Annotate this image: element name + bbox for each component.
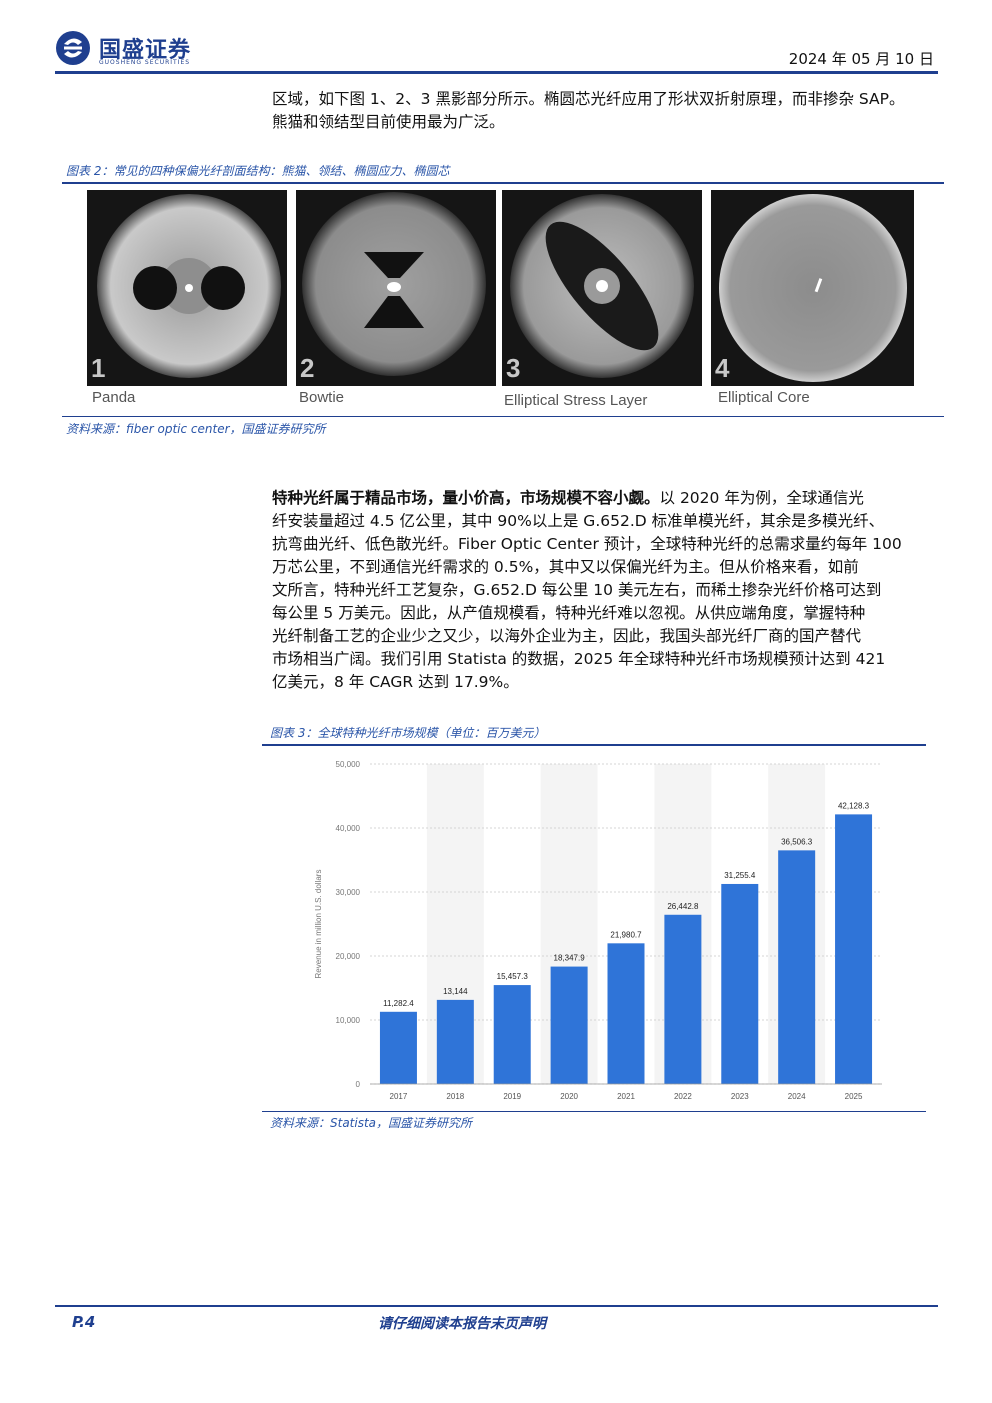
panel-number: 3 bbox=[506, 353, 521, 383]
bar bbox=[721, 883, 759, 1084]
bar bbox=[436, 999, 474, 1084]
y-tick-label: 10,000 bbox=[336, 1016, 361, 1025]
y-tick-label: 0 bbox=[356, 1080, 361, 1089]
elliptical-core-fiber-image: 4 bbox=[711, 190, 914, 386]
figure2-bottom-rule bbox=[62, 416, 944, 417]
body-line: 纤安装量超过 4.5 亿公里，其中 90%以上是 G.652.D 标准单模光纤，… bbox=[272, 512, 885, 530]
panel-label-bowtie: Bowtie bbox=[299, 389, 345, 406]
bar-value-label: 13,144 bbox=[443, 987, 468, 996]
x-tick-label: 2019 bbox=[503, 1092, 521, 1101]
guosheng-logo-icon bbox=[56, 31, 90, 65]
bowtie-fiber-image: 2 bbox=[296, 190, 496, 386]
body-paragraph: 特种光纤属于精品市场，量小价高，市场规模不容小觑。以 2020 年为例，全球通信… bbox=[272, 487, 937, 694]
x-tick-label: 2018 bbox=[446, 1092, 464, 1101]
figure3-bottom-rule bbox=[262, 1111, 926, 1112]
figure2-top-rule bbox=[62, 182, 944, 184]
panel-label-elliptical-stress: Elliptical Stress Layer bbox=[504, 392, 648, 409]
bar bbox=[664, 914, 702, 1084]
bar bbox=[778, 850, 816, 1084]
panel-number: 1 bbox=[91, 353, 106, 383]
body-line: 文所言，特种光纤工艺复杂，G.652.D 每公里 10 美元左右，而稀土掺杂光纤… bbox=[272, 581, 882, 599]
bar bbox=[379, 1011, 417, 1084]
panel-label-elliptical-core: Elliptical Core bbox=[718, 389, 810, 406]
x-tick-label: 2020 bbox=[560, 1092, 578, 1101]
body-bold-lead: 特种光纤属于精品市场，量小价高，市场规模不容小觑。 bbox=[272, 489, 660, 507]
body-line-1-rest: 以 2020 年为例，全球通信光 bbox=[659, 489, 864, 507]
y-axis-label: Revenue in million U.S. dollars bbox=[314, 870, 323, 979]
figure3-top-rule bbox=[262, 744, 926, 746]
footer-rule bbox=[55, 1305, 938, 1307]
figure2-source: 资料来源：fiber optic center，国盛证券研究所 bbox=[66, 422, 326, 436]
intro-line-2: 熊猫和领结型目前使用最为广泛。 bbox=[272, 113, 505, 131]
bar-value-label: 21,980.7 bbox=[610, 930, 642, 939]
market-size-chart: 0 10,000 20,000 30,000 40,000 50,000 Revenue i… bbox=[262, 750, 926, 1112]
bar-value-label: 31,255.4 bbox=[724, 871, 756, 880]
page-number: P.4 bbox=[72, 1313, 96, 1331]
y-tick-label: 20,000 bbox=[336, 952, 361, 961]
bar bbox=[607, 943, 645, 1084]
brand-name-cn: 国盛证券 bbox=[99, 38, 192, 63]
panel-label-panda: Panda bbox=[92, 389, 136, 406]
elliptical-stress-fiber-image: 3 bbox=[502, 190, 702, 386]
body-line: 万芯公里，不到通信光纤需求的 0.5%，其中又以保偏光纤为主。但从价格来看，如前 bbox=[272, 558, 859, 576]
bar-chart-svg: 0 10,000 20,000 30,000 40,000 50,000 Revenue i… bbox=[314, 760, 882, 1101]
x-tick-label: 2023 bbox=[731, 1092, 749, 1101]
body-line-1: 特种光纤属于精品市场，量小价高，市场规模不容小觑。以 2020 年为例，全球通信… bbox=[272, 487, 937, 510]
intro-text: 区域，如下图 1、2、3 黑影部分所示。椭圆芯光纤应用了形状双折射原理，而非掺杂… bbox=[272, 88, 942, 134]
disclaimer-note: 请仔细阅读本报告末页声明 bbox=[378, 1316, 546, 1332]
brand-name-en: GUOSHENG SECURITIES bbox=[99, 59, 191, 66]
figure3-source: 资料来源：Statista，国盛证券研究所 bbox=[270, 1116, 473, 1130]
bar-value-label: 15,457.3 bbox=[497, 972, 529, 981]
body-line: 亿美元，8 年 CAGR 达到 17.9%。 bbox=[272, 673, 519, 691]
body-line: 每公里 5 万美元。因此，从产值规模看，特种光纤难以忽视。从供应端角度，掌握特种 bbox=[272, 604, 866, 622]
panel-number: 4 bbox=[715, 353, 730, 383]
intro-line-1: 区域，如下图 1、2、3 黑影部分所示。椭圆芯光纤应用了形状双折射原理，而非掺杂… bbox=[272, 90, 905, 108]
report-date: 2024 年 05 月 10 日 bbox=[788, 50, 934, 68]
x-tick-label: 2017 bbox=[390, 1092, 408, 1101]
body-line: 抗弯曲光纤、低色散光纤。Fiber Optic Center 预计，全球特种光纤… bbox=[272, 535, 902, 553]
y-tick-label: 50,000 bbox=[336, 760, 361, 769]
bar bbox=[550, 966, 588, 1084]
y-tick-label: 40,000 bbox=[336, 824, 361, 833]
x-tick-label: 2021 bbox=[617, 1092, 635, 1101]
x-tick-label: 2024 bbox=[788, 1092, 806, 1101]
figure3-caption: 图表 3：全球特种光纤市场规模（单位：百万美元） bbox=[270, 726, 546, 740]
header-rule bbox=[55, 71, 938, 74]
x-tick-label: 2025 bbox=[845, 1092, 863, 1101]
x-tick-label: 2022 bbox=[674, 1092, 692, 1101]
figure2-caption: 图表 2：常见的四种保偏光纤剖面结构：熊猫、领结、椭圆应力、椭圆芯 bbox=[66, 164, 450, 178]
bar-value-label: 11,282.4 bbox=[383, 999, 414, 1008]
bar-value-label: 36,506.3 bbox=[781, 837, 813, 846]
body-line: 光纤制备工艺的企业少之又少，以海外企业为主，因此，我国头部光纤厂商的国产替代 bbox=[272, 627, 862, 645]
bar bbox=[835, 814, 873, 1084]
brand-logo: 国盛证券 GUOSHENG SECURITIES bbox=[55, 30, 215, 70]
y-tick-label: 30,000 bbox=[336, 888, 361, 897]
panda-fiber-image: 1 bbox=[87, 190, 287, 386]
panel-number: 2 bbox=[300, 353, 315, 383]
bar-value-label: 18,347.9 bbox=[554, 954, 586, 963]
bar-value-label: 42,128.3 bbox=[838, 801, 870, 810]
bar bbox=[493, 985, 531, 1084]
body-line: 市场相当广阔。我们引用 Statista 的数据，2025 年全球特种光纤市场规… bbox=[272, 650, 886, 668]
bar-value-label: 26,442.8 bbox=[667, 902, 699, 911]
